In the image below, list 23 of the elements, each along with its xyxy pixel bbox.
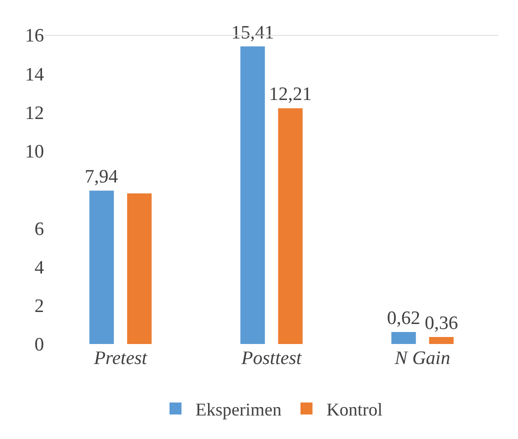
bar bbox=[240, 46, 265, 344]
bar bbox=[429, 337, 454, 344]
y-tick-label: 16 bbox=[25, 26, 44, 47]
y-tick-label: 2 bbox=[34, 296, 44, 318]
y-tick-label: 6 bbox=[34, 218, 44, 240]
data-label: 7,94 bbox=[84, 166, 118, 188]
x-tick-label: N Gain bbox=[394, 348, 450, 369]
bar bbox=[127, 193, 152, 344]
y-tick-label: 10 bbox=[25, 142, 44, 163]
bar bbox=[89, 190, 114, 344]
y-tick-label: 0 bbox=[34, 334, 44, 356]
bar bbox=[391, 332, 416, 344]
y-tick-label: 4 bbox=[34, 257, 44, 278]
legend-label: Eksperimen bbox=[196, 400, 282, 420]
y-tick-label: 14 bbox=[25, 64, 44, 86]
data-label: 0,62 bbox=[387, 308, 420, 330]
data-label: 0,36 bbox=[424, 313, 458, 334]
x-tick-label: Posttest bbox=[240, 348, 302, 369]
bar bbox=[278, 108, 303, 344]
data-label: 12,21 bbox=[269, 84, 312, 106]
x-tick-label: Pretest bbox=[92, 348, 148, 369]
y-tick-label: 12 bbox=[25, 102, 44, 124]
legend-label: Kontrol bbox=[326, 400, 382, 420]
